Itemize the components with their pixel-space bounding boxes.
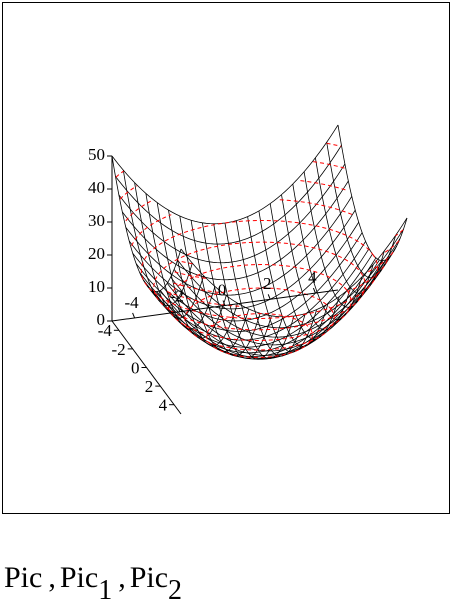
- contour-line: [140, 219, 379, 320]
- caption-pic2: Pic: [129, 561, 169, 594]
- mesh-line-y: [118, 163, 346, 264]
- z-tick-label: 40: [88, 178, 105, 197]
- surface-mesh: [111, 124, 408, 360]
- caption-pic: Pic: [4, 561, 43, 594]
- mesh-line-y: [177, 228, 404, 329]
- mesh-line-y: [111, 124, 339, 225]
- x-tick-mark: [132, 312, 136, 319]
- x-tick-label: 2: [263, 274, 272, 293]
- z-tick-label: 30: [88, 211, 105, 230]
- y-tick-label: 4: [159, 396, 168, 415]
- contour-line: [125, 180, 394, 293]
- mesh-line-y: [163, 256, 391, 356]
- x-tick-mark: [267, 294, 271, 300]
- mesh-line-x: [326, 142, 397, 279]
- mesh-line-y: [180, 217, 408, 318]
- contour-line: [119, 161, 400, 279]
- mesh-line-y: [173, 238, 401, 338]
- mesh-line-x: [315, 157, 385, 294]
- x-tick-label: -4: [125, 293, 140, 312]
- x-tick-label: 4: [308, 268, 317, 287]
- z-tick-label: 10: [88, 277, 105, 296]
- mesh-line-y: [125, 196, 353, 296]
- caption-pic1-subscript: 1: [98, 575, 113, 606]
- y-tick-label: -4: [98, 321, 113, 340]
- x-tick-mark: [312, 287, 316, 294]
- mesh-line-x: [247, 216, 317, 353]
- mesh-line-x: [269, 203, 340, 340]
- x-tick-label: -2: [170, 287, 184, 306]
- z-tick-label: 0: [97, 310, 106, 329]
- y-tick-label: -2: [112, 340, 126, 359]
- mesh-line-y: [135, 232, 363, 332]
- mesh-line-x: [281, 194, 351, 331]
- y-tick-label: 2: [145, 377, 154, 396]
- mesh-line-x: [258, 210, 329, 347]
- x-tick-label: 0: [218, 280, 227, 299]
- contour-line: [115, 142, 404, 265]
- caption: Pic, Pic1, Pic2: [4, 558, 182, 606]
- caption-pic1: Pic: [59, 561, 99, 594]
- x-tick-mark: [177, 306, 181, 312]
- mesh-line-y: [149, 257, 377, 357]
- caption-pic2-subscript: 2: [168, 575, 183, 606]
- contour-line: [131, 199, 388, 307]
- contour-line: [167, 264, 352, 341]
- caption-separator-1: ,: [48, 561, 56, 594]
- plot-frame[interactable]: 0 10 20 30 40 50 -4 -2 0 2 4 -4 -2 0 2 4: [2, 2, 450, 514]
- surface-contours: [115, 142, 404, 358]
- mesh-line-y: [170, 245, 397, 346]
- x-tick-mark: [222, 300, 226, 306]
- z-tick-label: 20: [88, 244, 105, 263]
- y-tick-label: 0: [131, 358, 140, 377]
- z-tick-label: 50: [88, 145, 105, 164]
- mesh-line-x: [303, 171, 374, 308]
- axes: [107, 155, 339, 415]
- caption-separator-2: ,: [118, 561, 126, 594]
- contour-line: [153, 241, 366, 331]
